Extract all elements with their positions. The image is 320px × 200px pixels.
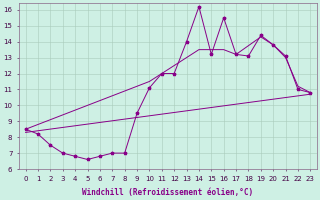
X-axis label: Windchill (Refroidissement éolien,°C): Windchill (Refroidissement éolien,°C) bbox=[83, 188, 253, 197]
